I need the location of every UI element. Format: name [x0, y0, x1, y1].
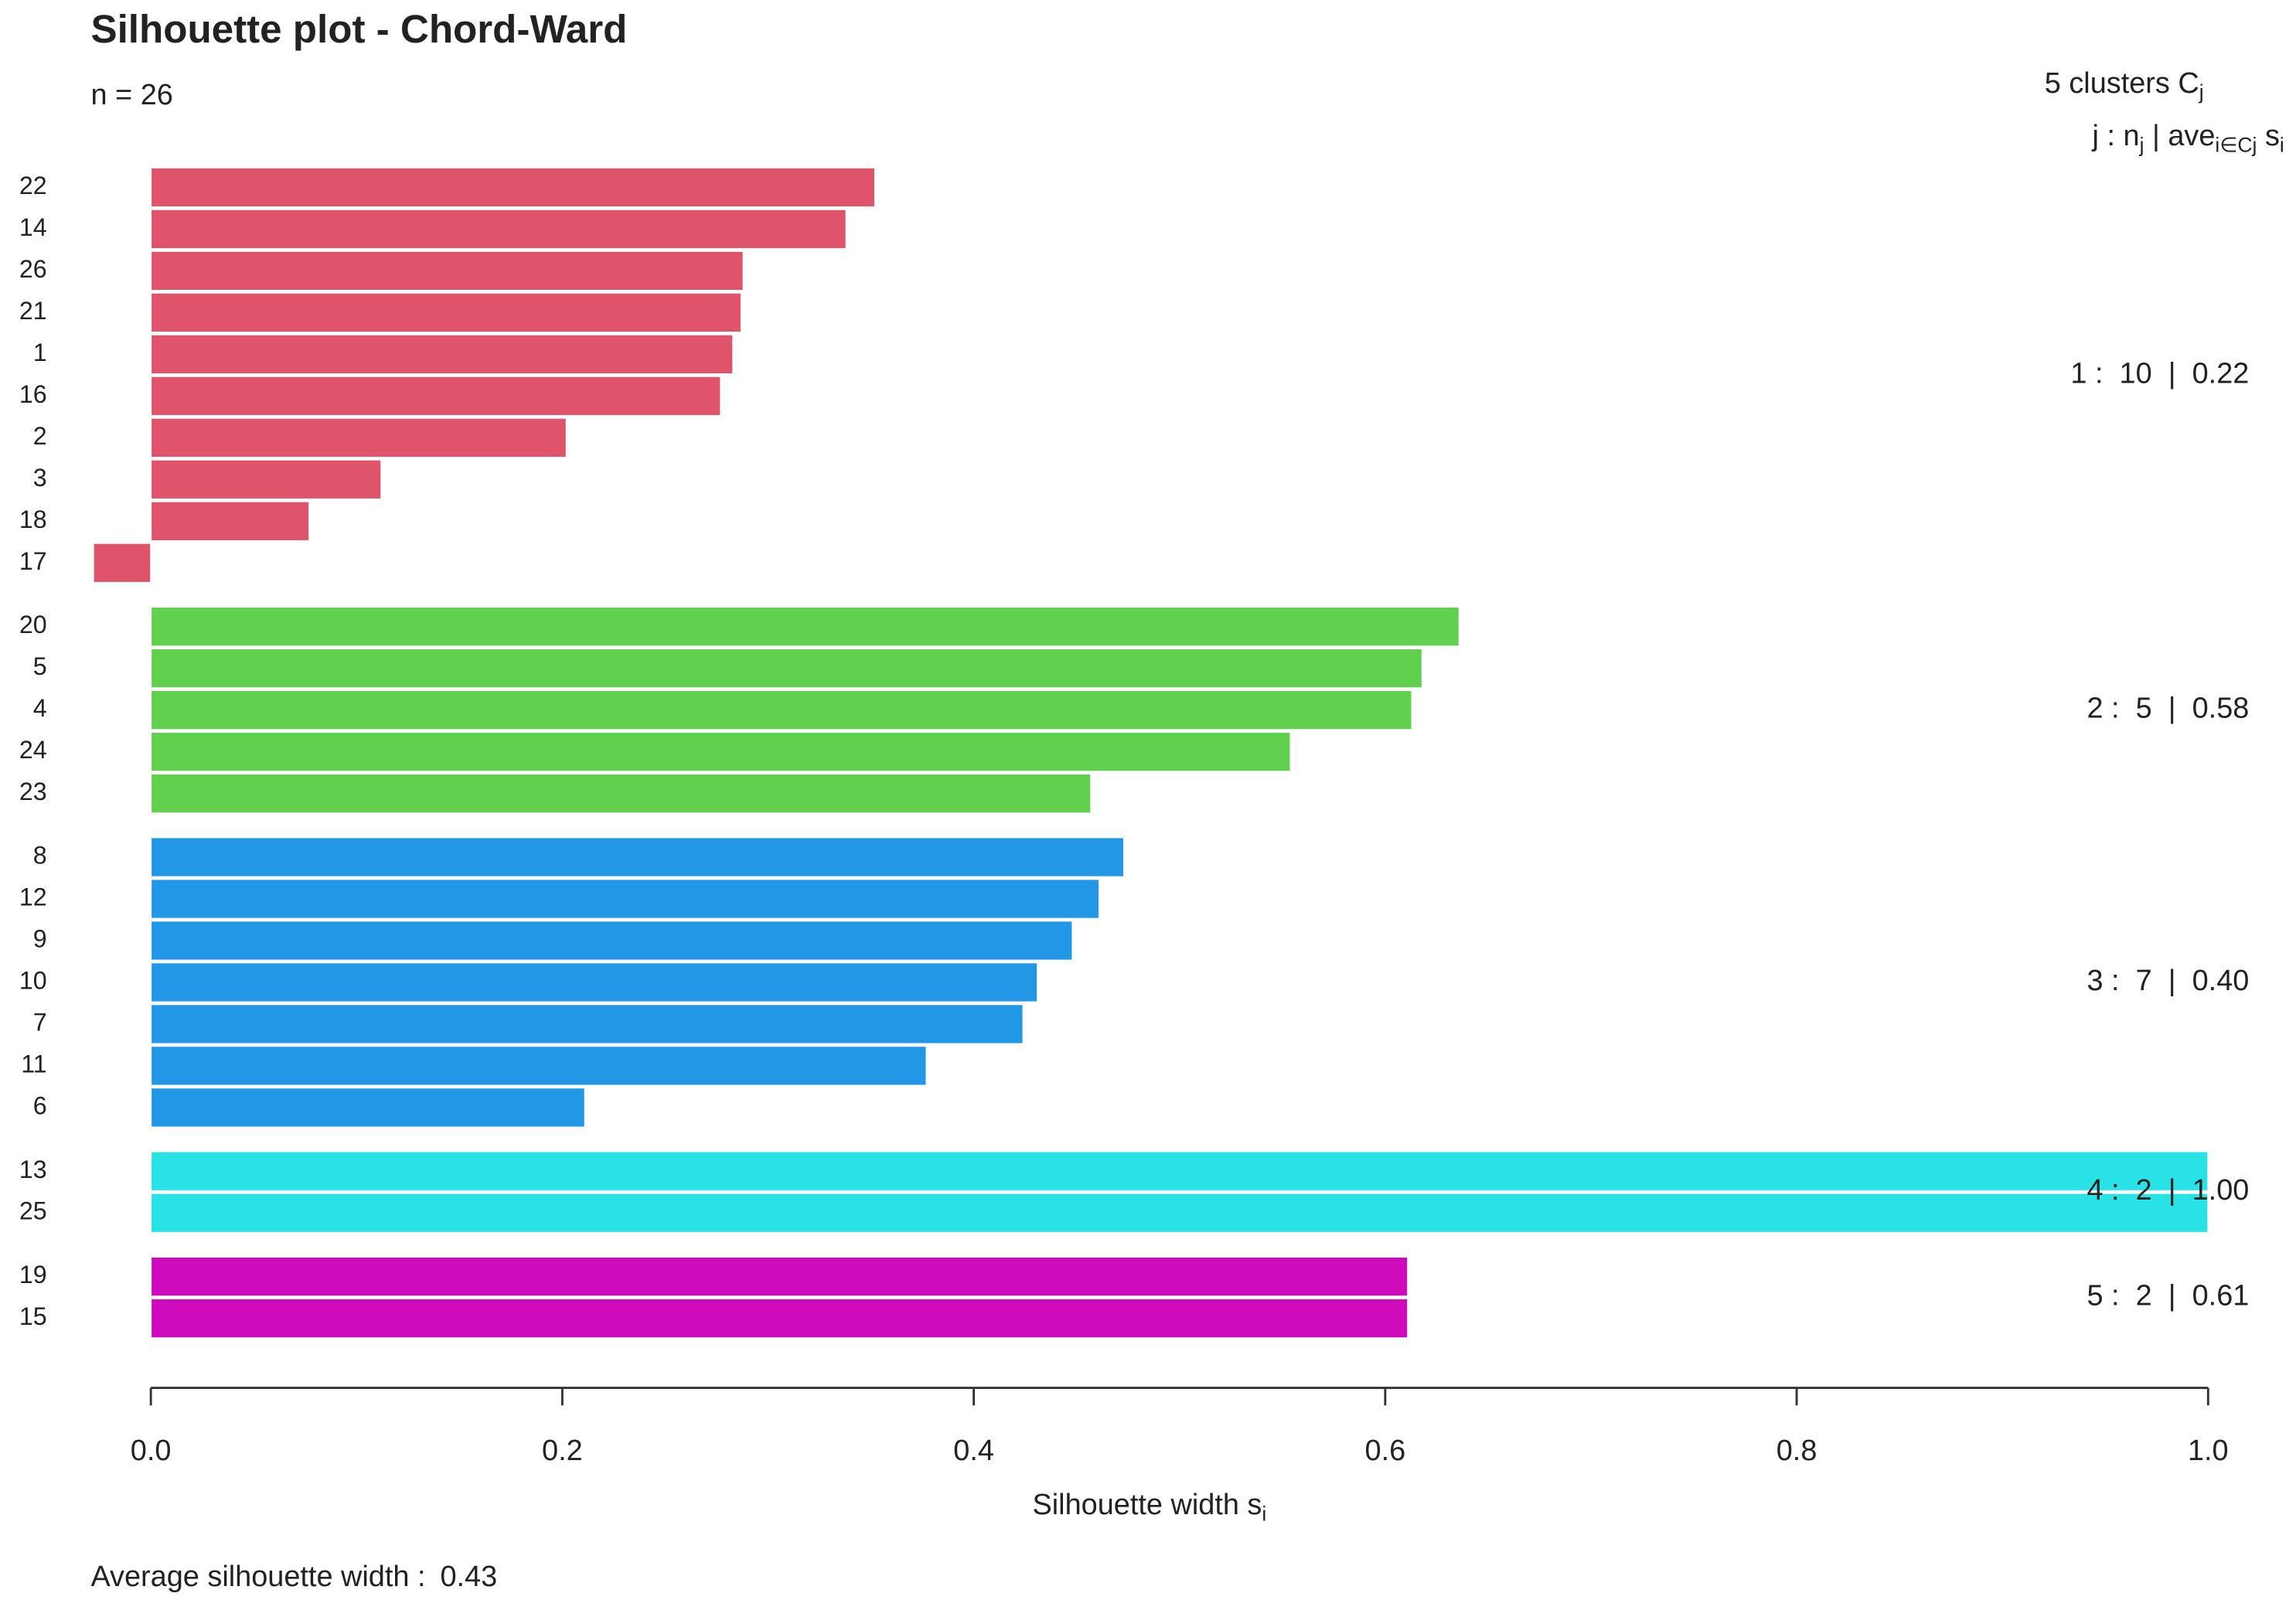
legend-title-part: 5 clusters C — [2045, 67, 2199, 100]
bar — [150, 648, 1423, 689]
row-label: 9 — [33, 924, 47, 952]
legend-subtitle-sub: j — [2139, 133, 2144, 156]
legend-subtitle-sub: i — [2280, 133, 2284, 156]
x-tick-label: 0.8 — [1777, 1435, 1817, 1467]
row-label: 20 — [19, 611, 47, 638]
row-label: 21 — [19, 297, 47, 325]
legend-subtitle-part: s — [2257, 120, 2279, 152]
row-label: 11 — [21, 1050, 46, 1077]
row-label: 19 — [19, 1261, 47, 1288]
chart-subtitle: n = 26 — [90, 79, 172, 111]
average-label: Average silhouette width : — [90, 1561, 425, 1593]
bar — [150, 166, 876, 208]
legend-subtitle-part: | ave — [2144, 120, 2215, 152]
bar — [150, 1087, 586, 1128]
row-label: 15 — [19, 1302, 47, 1330]
row-label: 1 — [33, 339, 47, 366]
bar — [150, 1045, 928, 1087]
row-label: 22 — [19, 172, 47, 199]
row-label: 16 — [19, 380, 47, 408]
cluster-label: 5 : 2 | 0.61 — [2086, 1280, 2249, 1312]
legend-title-sub: j — [2199, 80, 2204, 104]
legend-subtitle-sub: i∈Cj — [2215, 133, 2257, 156]
row-label: 10 — [19, 966, 47, 994]
bar — [150, 250, 744, 291]
row-label: 8 — [33, 841, 47, 869]
row-label: 14 — [19, 213, 47, 241]
row-label: 4 — [33, 694, 47, 722]
bar — [150, 375, 722, 417]
row-label: 23 — [19, 778, 47, 805]
average-value: 0.43 — [440, 1561, 497, 1593]
bar — [92, 542, 152, 584]
bar — [150, 920, 1074, 962]
bar — [150, 1150, 2209, 1192]
row-label: 13 — [19, 1156, 47, 1183]
row-label: 17 — [19, 547, 47, 575]
x-tick-label: 1.0 — [2188, 1435, 2229, 1467]
bar — [150, 1256, 1409, 1298]
legend-subtitle: j : nj | avei∈Cj si — [2092, 120, 2284, 156]
row-label: 2 — [33, 422, 47, 450]
row-label: 12 — [19, 883, 47, 911]
bar — [150, 689, 1413, 731]
x-tick-label: 0.4 — [953, 1435, 994, 1467]
row-label: 6 — [33, 1091, 47, 1119]
bar — [150, 1192, 2209, 1234]
chart-title: Silhouette plot - Chord-Ward — [90, 7, 627, 51]
bar — [150, 208, 847, 250]
legend-subtitle-part: j : n — [2092, 120, 2140, 152]
average-text: Average silhouette width : 0.43 — [90, 1561, 497, 1593]
row-label: 25 — [19, 1197, 47, 1225]
bar — [150, 773, 1092, 815]
bar — [150, 417, 567, 458]
bar — [150, 1298, 1409, 1340]
row-label: 3 — [33, 464, 47, 492]
bar — [150, 606, 1460, 648]
cluster-label: 1 : 10 | 0.22 — [2070, 357, 2249, 390]
row-label: 24 — [19, 736, 47, 764]
bar — [150, 458, 383, 500]
x-tick-label: 0.2 — [542, 1435, 583, 1467]
bar — [150, 291, 742, 333]
x-axis-label-part: Silhouette width s — [1033, 1489, 1262, 1521]
legend-title: 5 clusters Cj — [2045, 67, 2204, 104]
row-label: 5 — [33, 652, 47, 680]
cluster-label: 4 : 2 | 1.00 — [2086, 1174, 2249, 1207]
bar — [150, 731, 1292, 773]
x-axis-label-sub: i — [1262, 1502, 1266, 1525]
row-label: 7 — [33, 1008, 47, 1036]
cluster-label: 2 : 5 | 0.58 — [2086, 693, 2249, 725]
row-label: 18 — [19, 506, 47, 533]
x-axis-label: Silhouette width si — [1033, 1489, 1267, 1525]
x-tick-label: 0.6 — [1365, 1435, 1406, 1467]
bar — [150, 836, 1125, 878]
bar — [150, 1003, 1024, 1045]
bar — [150, 878, 1100, 920]
bar — [150, 333, 734, 375]
bar — [150, 500, 310, 542]
x-tick-label: 0.0 — [131, 1435, 172, 1467]
bar — [150, 962, 1039, 1003]
cluster-label: 3 : 7 | 0.40 — [2086, 965, 2249, 997]
row-label: 26 — [19, 255, 47, 283]
